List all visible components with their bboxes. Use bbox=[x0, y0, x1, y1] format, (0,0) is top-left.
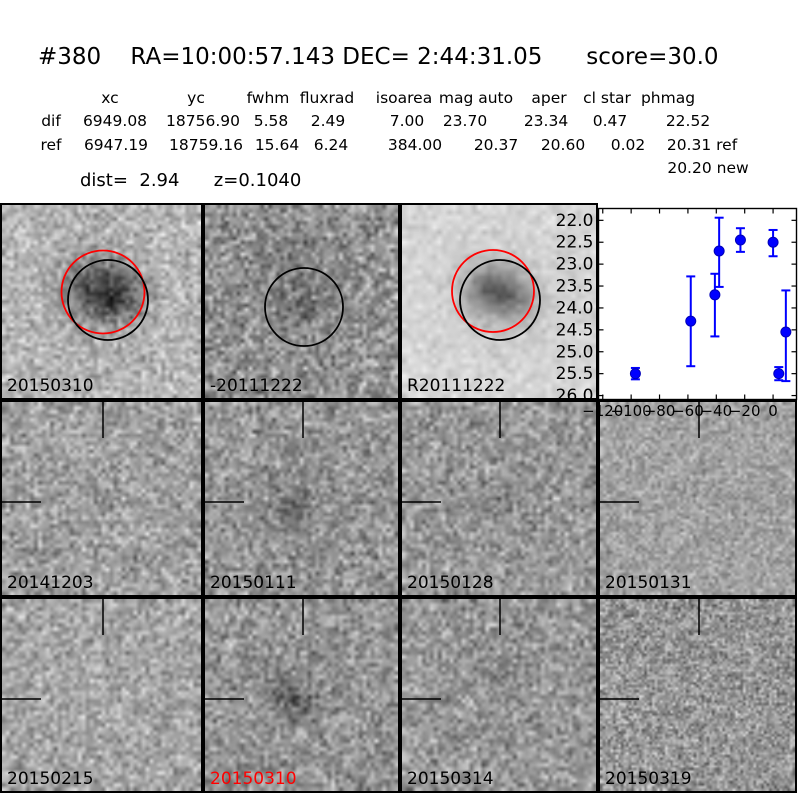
cutout-20150310-current: 20150310 bbox=[203, 597, 400, 793]
cutout-label: 20150215 bbox=[7, 769, 94, 790]
cutout-20150111: 20150111 bbox=[203, 400, 400, 597]
row-label-dif: dif bbox=[41, 112, 61, 130]
cutout-label: 20150131 bbox=[605, 573, 692, 594]
cutout-image bbox=[402, 205, 596, 398]
ref-fluxrad: 6.24 bbox=[313, 136, 349, 154]
col-header-xc: xc bbox=[101, 89, 119, 107]
ref-aper: 20.60 bbox=[540, 136, 586, 154]
col-header-fwhm: fwhm bbox=[246, 89, 290, 107]
cutout-image bbox=[2, 599, 201, 791]
col-header-cl-star: cl star bbox=[583, 89, 631, 107]
col-header-isoarea: isoarea bbox=[375, 89, 433, 107]
cutout-neg-20111222: -20111222 bbox=[203, 203, 400, 400]
dif-mag-auto: 23.70 bbox=[442, 112, 488, 130]
cutout-image bbox=[2, 402, 201, 595]
cutout-image bbox=[205, 402, 398, 595]
cutout-20150131: 20150131 bbox=[598, 400, 797, 597]
cutout-label: 20150111 bbox=[210, 573, 297, 594]
col-header-aper: aper bbox=[531, 89, 567, 107]
cutout-label: R20111222 bbox=[407, 376, 506, 397]
cutout-image bbox=[600, 402, 795, 595]
cutout-20150215: 20150215 bbox=[0, 597, 203, 793]
ref-isoarea: 384.00 bbox=[387, 136, 443, 154]
dif-cl-star: 0.47 bbox=[592, 112, 628, 130]
dif-isoarea: 7.00 bbox=[389, 112, 425, 130]
ref-cl-star: 0.02 bbox=[610, 136, 646, 154]
cutout-image bbox=[600, 599, 795, 791]
dif-xc: 6949.08 bbox=[82, 112, 148, 130]
ref-phmag: 20.31 ref bbox=[666, 136, 738, 154]
cutout-label: 20141203 bbox=[7, 573, 94, 594]
col-header-phmag: phmag bbox=[640, 89, 696, 107]
col-header-mag-auto: mag auto bbox=[438, 89, 514, 107]
col-header-fluxrad: fluxrad bbox=[299, 89, 355, 107]
cutout-label: 20150310 bbox=[210, 769, 297, 790]
cutout-label: -20111222 bbox=[210, 376, 303, 397]
dist-redshift-line: dist= 2.94 z=0.1040 bbox=[80, 170, 302, 191]
dif-aper: 23.34 bbox=[523, 112, 569, 130]
dif-yc: 18756.90 bbox=[166, 112, 240, 130]
candidate-title: #380 RA=10:00:57.143 DEC= 2:44:31.05 sco… bbox=[38, 44, 719, 70]
phmag-new: 20.20 new bbox=[667, 159, 749, 177]
cutout-image bbox=[402, 402, 596, 595]
cutout-label: 20150314 bbox=[407, 769, 494, 790]
cutout-image bbox=[205, 599, 398, 791]
dif-fwhm: 5.58 bbox=[253, 112, 289, 130]
col-header-yc: yc bbox=[187, 89, 205, 107]
cutout-image bbox=[205, 205, 398, 398]
cutout-label: 20150128 bbox=[407, 573, 494, 594]
dif-phmag: 22.52 bbox=[665, 112, 711, 130]
cutout-20141203: 20141203 bbox=[0, 400, 203, 597]
cutout-20150128: 20150128 bbox=[400, 400, 598, 597]
ref-xc: 6947.19 bbox=[83, 136, 149, 154]
row-label-ref: ref bbox=[40, 136, 62, 154]
ref-yc: 18759.16 bbox=[169, 136, 243, 154]
lightcurve-plot bbox=[598, 203, 797, 400]
dif-fluxrad: 2.49 bbox=[310, 112, 346, 130]
cutout-label: 20150319 bbox=[605, 769, 692, 790]
cutout-ref-20111222: R20111222 bbox=[400, 203, 598, 400]
cutout-20150314: 20150314 bbox=[400, 597, 598, 793]
cutout-image bbox=[402, 599, 596, 791]
cutout-label: 20150310 bbox=[7, 376, 94, 397]
ref-mag-auto: 20.37 bbox=[473, 136, 519, 154]
cutout-20150319: 20150319 bbox=[598, 597, 797, 793]
cutout-image bbox=[2, 205, 201, 398]
cutout-20150310-new: 20150310 bbox=[0, 203, 203, 400]
ref-fwhm: 15.64 bbox=[254, 136, 300, 154]
